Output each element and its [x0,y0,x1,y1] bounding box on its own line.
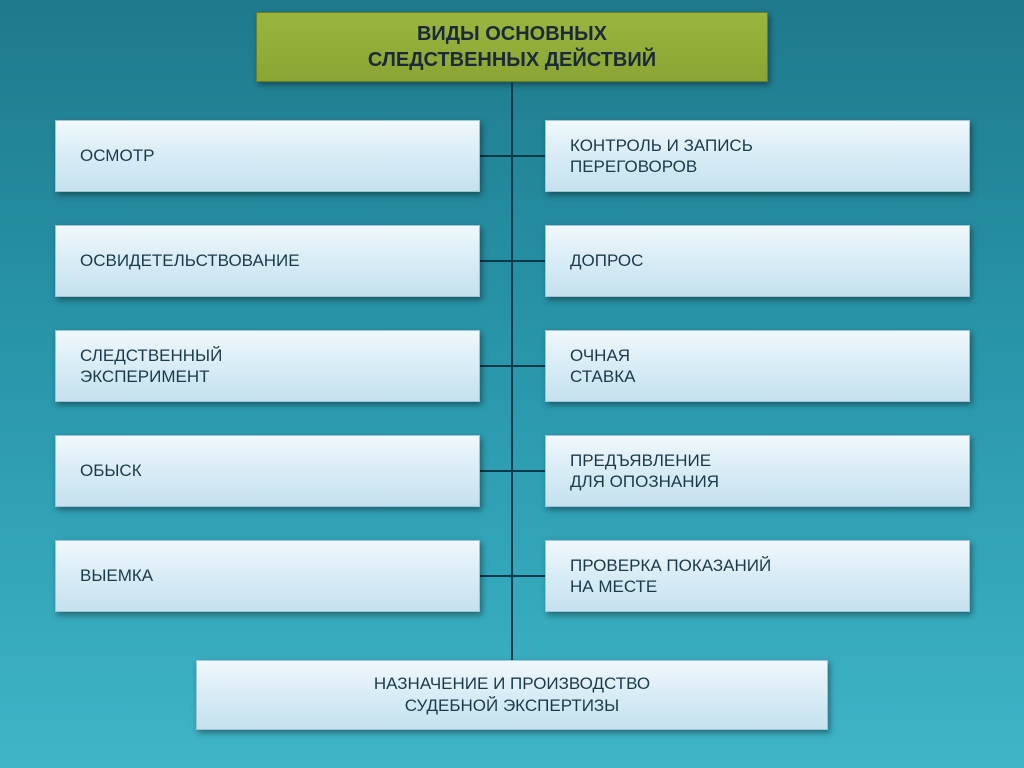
right-item-1: ДОПРОС [545,225,970,297]
right-item-0: КОНТРОЛЬ И ЗАПИСЬПЕРЕГОВОРОВ [545,120,970,192]
right-item-3: ПРЕДЪЯВЛЕНИЕДЛЯ ОПОЗНАНИЯ [545,435,970,507]
right-item-2: ОЧНАЯСТАВКА [545,330,970,402]
item-label: СЛЕДСТВЕННЫЙЭКСПЕРИМЕНТ [80,345,222,388]
diagram-bottom: НАЗНАЧЕНИЕ И ПРОИЗВОДСТВО СУДЕБНОЙ ЭКСПЕ… [196,660,828,730]
item-label: ПРЕДЪЯВЛЕНИЕДЛЯ ОПОЗНАНИЯ [570,450,719,493]
left-item-3: ОБЫСК [55,435,480,507]
left-item-4: ВЫЕМКА [55,540,480,612]
header-line-2: СЛЕДСТВЕННЫХ ДЕЙСТВИЙ [368,47,656,73]
header-line-1: ВИДЫ ОСНОВНЫХ [417,21,607,47]
item-label: ПРОВЕРКА ПОКАЗАНИЙНА МЕСТЕ [570,555,771,598]
item-label: КОНТРОЛЬ И ЗАПИСЬПЕРЕГОВОРОВ [570,135,753,178]
item-label: ОСВИДЕТЕЛЬСТВОВАНИЕ [80,250,300,271]
item-label: ОЧНАЯСТАВКА [570,345,635,388]
right-item-4: ПРОВЕРКА ПОКАЗАНИЙНА МЕСТЕ [545,540,970,612]
bottom-line-2: СУДЕБНОЙ ЭКСПЕРТИЗЫ [405,695,619,717]
item-label: ОСМОТР [80,145,154,166]
item-label: ДОПРОС [570,250,643,271]
bottom-line-1: НАЗНАЧЕНИЕ И ПРОИЗВОДСТВО [374,673,650,695]
left-item-0: ОСМОТР [55,120,480,192]
diagram-header: ВИДЫ ОСНОВНЫХ СЛЕДСТВЕННЫХ ДЕЙСТВИЙ [256,12,768,82]
left-item-2: СЛЕДСТВЕННЫЙЭКСПЕРИМЕНТ [55,330,480,402]
left-item-1: ОСВИДЕТЕЛЬСТВОВАНИЕ [55,225,480,297]
item-label: ОБЫСК [80,460,142,481]
item-label: ВЫЕМКА [80,565,153,586]
